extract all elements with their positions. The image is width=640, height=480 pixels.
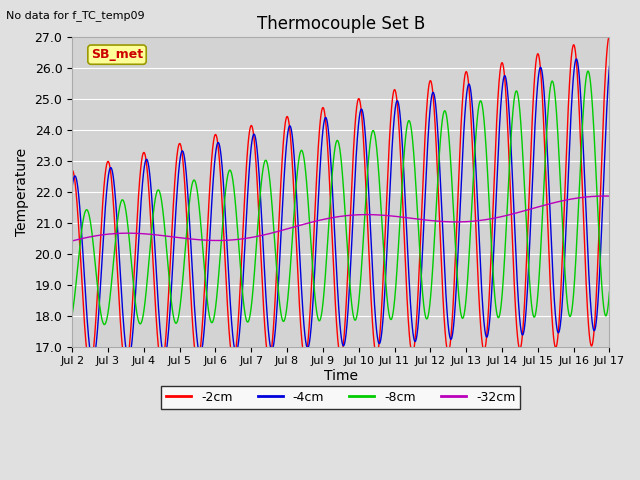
-2cm: [68, 168, 76, 173]
-32cm: [275, 228, 282, 234]
-4cm: [68, 184, 76, 190]
-4cm: [572, 56, 580, 62]
-4cm: [538, 65, 545, 71]
-2cm: [605, 33, 613, 39]
Line: -2cm: -2cm: [72, 36, 609, 368]
-32cm: [602, 193, 609, 199]
-4cm: [595, 277, 603, 283]
Text: SB_met: SB_met: [91, 48, 143, 61]
-2cm: [162, 338, 170, 344]
-8cm: [298, 147, 305, 153]
-8cm: [595, 238, 603, 244]
-8cm: [130, 283, 138, 289]
-4cm: [89, 358, 97, 364]
Line: -4cm: -4cm: [72, 59, 609, 361]
-32cm: [537, 203, 545, 209]
-32cm: [161, 233, 169, 239]
-8cm: [584, 68, 592, 74]
-4cm: [130, 320, 138, 325]
Text: No data for f_TC_temp09: No data for f_TC_temp09: [6, 10, 145, 21]
-32cm: [298, 222, 305, 228]
X-axis label: Time: Time: [324, 369, 358, 383]
-2cm: [86, 365, 94, 371]
-8cm: [538, 238, 545, 243]
-8cm: [100, 322, 108, 327]
Line: -8cm: -8cm: [72, 71, 609, 324]
-2cm: [298, 336, 305, 341]
-8cm: [68, 312, 76, 317]
-2cm: [130, 280, 138, 286]
-4cm: [605, 63, 613, 69]
-32cm: [129, 230, 137, 236]
-32cm: [605, 193, 613, 199]
Line: -32cm: -32cm: [72, 196, 609, 241]
-4cm: [298, 288, 305, 294]
-32cm: [68, 238, 76, 244]
Legend: -2cm, -4cm, -8cm, -32cm: -2cm, -4cm, -8cm, -32cm: [161, 385, 520, 408]
Title: Thermocouple Set B: Thermocouple Set B: [257, 15, 425, 33]
-32cm: [595, 193, 603, 199]
-8cm: [162, 234, 170, 240]
-2cm: [538, 75, 545, 81]
-8cm: [275, 288, 282, 293]
-2cm: [595, 228, 603, 233]
-2cm: [275, 231, 282, 237]
Y-axis label: Temperature: Temperature: [15, 148, 29, 236]
-8cm: [605, 289, 613, 295]
-4cm: [162, 352, 170, 358]
-4cm: [275, 282, 282, 288]
